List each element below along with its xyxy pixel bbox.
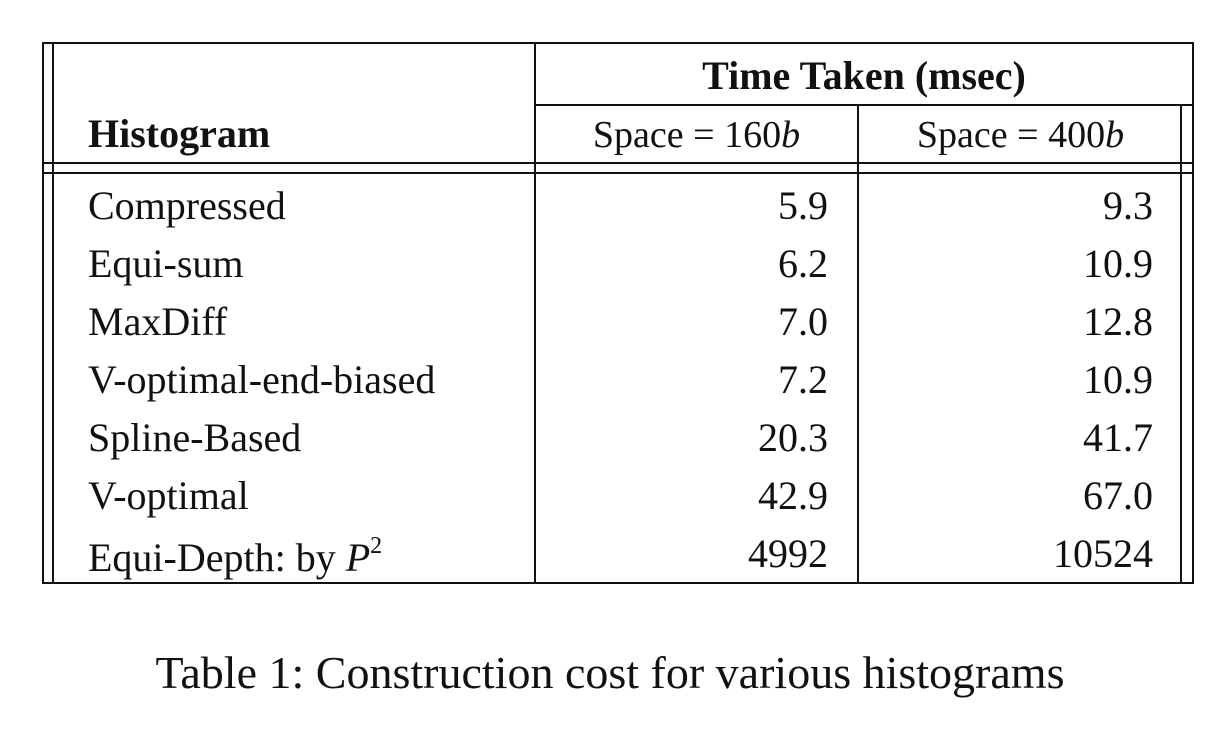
row-header: Histogram <box>88 111 271 156</box>
rule-group-under <box>534 104 1194 106</box>
value-400: 41.7 <box>1083 415 1153 460</box>
rule-left-inner <box>52 42 54 584</box>
value-160: 4992 <box>748 531 828 576</box>
value-400: 67.0 <box>1083 473 1153 518</box>
row-name: Spline-Based <box>88 415 302 460</box>
rule-right-inner <box>1180 104 1182 582</box>
value-160: 42.9 <box>758 473 828 518</box>
value-400: 12.8 <box>1083 299 1153 344</box>
rule-bottom <box>42 582 1194 584</box>
row-name: Compressed <box>88 183 286 228</box>
column-header-160: Space = 160b <box>592 114 801 156</box>
value-160: 6.2 <box>778 241 828 286</box>
value-400: 9.3 <box>1103 183 1153 228</box>
row-name: MaxDiff <box>88 299 228 344</box>
rule-col-2 <box>857 104 859 582</box>
row-name: V-optimal <box>88 473 249 518</box>
value-400: 10.9 <box>1083 241 1153 286</box>
row-name: V-optimal-end-biased <box>88 357 436 402</box>
value-400: 10.9 <box>1083 357 1153 402</box>
value-400: 10524 <box>1053 531 1153 576</box>
column-header-400: Space = 400b <box>916 114 1125 156</box>
rule-right-outer <box>1192 42 1194 584</box>
column-group-header: Time Taken (msec) <box>702 53 1026 98</box>
row-name: Equi-sum <box>88 241 244 286</box>
rule-header-bottom-2 <box>42 172 1194 174</box>
value-160: 7.2 <box>778 357 828 402</box>
value-160: 7.0 <box>778 299 828 344</box>
table-caption: Table 1: Construction cost for various h… <box>155 647 1065 698</box>
rule-left-outer <box>42 42 44 584</box>
rule-top <box>42 42 1194 44</box>
rule-col-1 <box>534 42 536 584</box>
value-160: 5.9 <box>778 183 828 228</box>
rule-header-bottom-1 <box>42 162 1194 164</box>
value-160: 20.3 <box>758 415 828 460</box>
row-name: Equi-Depth: by P2 <box>88 533 383 580</box>
histogram-table: Time Taken (msec) Histogram Space = 160b… <box>42 42 1194 584</box>
